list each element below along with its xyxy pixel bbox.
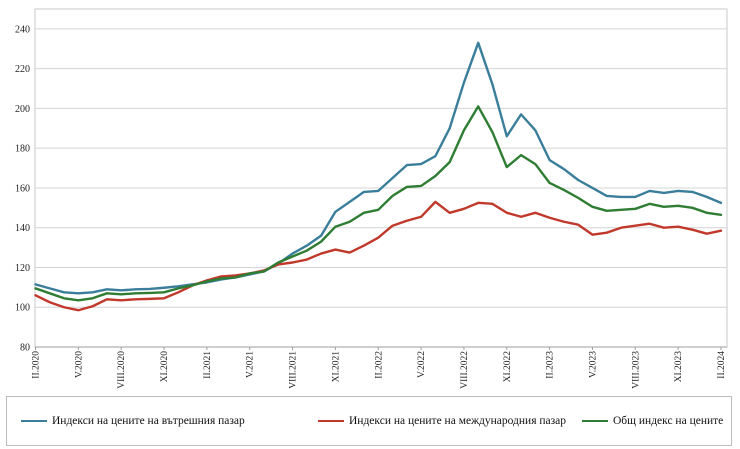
x-tick-label: XI.2022 (503, 351, 513, 383)
series-line-international (34, 200, 723, 312)
legend-label-domestic: Индекси на цените на вътрешния пазар (52, 415, 245, 427)
series-line-total (34, 105, 723, 302)
x-tick-label: II.2022 (374, 351, 384, 379)
x-tick-label: V.2022 (417, 351, 427, 378)
chart-svg: 80 100 120 140 160 180 200 220 240 II.2020 V.2020 V… (15, 8, 728, 389)
x-tick-label: VIII.2022 (460, 351, 470, 389)
x-tick-label: XI.2023 (674, 351, 684, 383)
x-tick-label: II.2023 (546, 351, 556, 379)
series-line-domestic (34, 41, 723, 295)
y-tick-label: 120 (15, 263, 30, 274)
plot-border (34, 8, 728, 348)
y-tick-label: 160 (15, 183, 30, 194)
legend-item-international: Индекси на цените на международния пазар (318, 415, 566, 427)
x-tick-label: VIII.2023 (631, 351, 641, 389)
y-tick-label: 220 (15, 64, 30, 75)
x-tick-label: XI.2020 (160, 351, 170, 383)
y-tick-label: 140 (15, 223, 30, 234)
x-tick-label: V.2021 (246, 351, 256, 378)
x-tick-label: V.2023 (588, 351, 598, 378)
legend-label-total: Общ индекс на цените (613, 415, 724, 427)
legend-swatch-international (318, 420, 344, 422)
x-tick-label: II.2024 (717, 351, 727, 379)
x-tick-label: II.2020 (32, 351, 42, 379)
x-tick-label: V.2020 (74, 351, 84, 378)
legend-swatch-domestic (21, 420, 47, 422)
legend: Индекси на цените на вътрешния пазар Инд… (6, 396, 732, 446)
y-tick-label: 180 (15, 144, 30, 155)
x-tick-label: XI.2021 (331, 351, 341, 383)
legend-label-international: Индекси на цените на международния пазар (349, 415, 567, 427)
x-tick-label: VIII.2021 (289, 351, 299, 389)
legend-swatch-total (582, 420, 608, 422)
legend-item-total: Общ индекс на цените (582, 415, 723, 427)
x-tick-label: II.2021 (203, 351, 213, 379)
legend-item-domestic: Индекси на цените на вътрешния пазар (21, 415, 245, 427)
y-tick-label: 200 (15, 104, 30, 115)
x-tick-label: VIII.2020 (117, 351, 127, 389)
y-tick-label: 240 (15, 24, 30, 35)
y-tick-label: 80 (20, 343, 30, 354)
y-tick-label: 100 (15, 303, 30, 314)
